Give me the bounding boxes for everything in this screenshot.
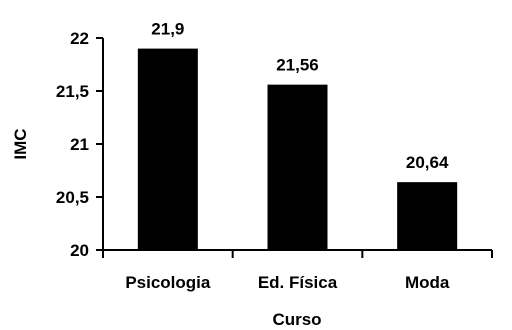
data-label: 21,56 [276, 56, 319, 75]
x-axis-label: Curso [272, 310, 321, 329]
y-tick-label: 21,5 [56, 82, 89, 101]
data-label: 20,64 [406, 153, 449, 172]
y-tick-label: 21 [70, 135, 89, 154]
bar [397, 182, 458, 250]
y-tick-label: 20,5 [56, 188, 89, 207]
x-tick-label: Ed. Física [258, 273, 338, 292]
bar [137, 48, 198, 250]
bars: 21,9 21,56 20,64 [137, 20, 458, 250]
x-tick-label: Psicologia [125, 273, 211, 292]
data-label: 21,9 [151, 20, 184, 39]
y-tick-label: 22 [70, 29, 89, 48]
x-ticks: Psicologia Ed. Física Moda [102, 250, 493, 292]
y-tick-label: 20 [70, 241, 89, 260]
x-tick-label: Moda [405, 273, 450, 292]
y-axis-label: IMC [11, 128, 30, 159]
bar [267, 84, 328, 250]
y-ticks: 20 20,5 21 21,5 22 [56, 29, 103, 260]
